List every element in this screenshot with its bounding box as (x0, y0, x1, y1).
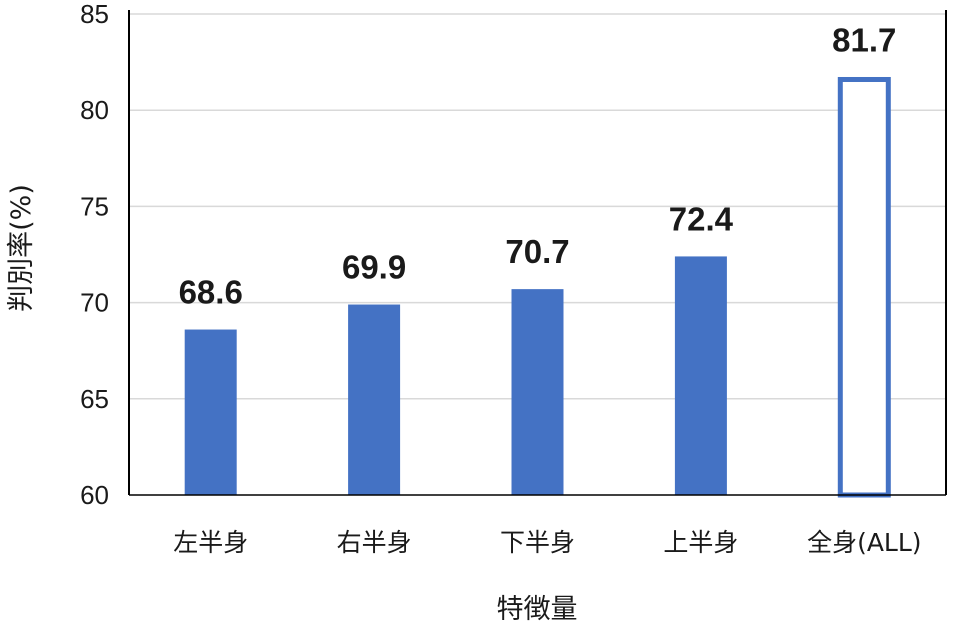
data-label: 69.9 (342, 249, 406, 286)
y-tick-label: 70 (80, 288, 109, 318)
bar-2 (348, 304, 401, 495)
data-label: 81.7 (832, 21, 896, 58)
x-axis-title: 特徴量 (497, 594, 578, 625)
y-tick-label: 85 (80, 0, 109, 29)
x-tick-label: 右半身 (337, 528, 412, 557)
bars (184, 76, 891, 498)
y-tick-label: 75 (80, 191, 109, 221)
bar-4 (674, 256, 727, 495)
bar-5 (837, 76, 891, 498)
bar-3 (511, 289, 564, 495)
data-label: 68.6 (179, 274, 243, 311)
y-axis-title: 判別率(%) (6, 184, 37, 312)
x-tick-label: 下半身 (500, 528, 575, 557)
x-tick-labels: 左半身 右半身 下半身 上半身 全身(ALL) (173, 528, 921, 557)
y-tick-label: 65 (80, 384, 109, 414)
gridlines (129, 13, 946, 400)
x-tick-label: 上半身 (663, 528, 738, 557)
data-labels: 68.6 69.9 70.7 72.4 81.7 (179, 21, 897, 310)
data-label: 72.4 (669, 200, 734, 237)
y-tick-label: 80 (80, 95, 109, 125)
y-tick-label: 60 (80, 480, 109, 510)
axes (128, 10, 947, 496)
bar-1 (184, 329, 237, 495)
data-label: 70.7 (505, 233, 569, 270)
x-tick-label: 左半身 (173, 528, 248, 557)
x-tick-label: 全身(ALL) (807, 528, 921, 557)
y-tick-labels: 60 65 70 75 80 85 (80, 0, 109, 510)
